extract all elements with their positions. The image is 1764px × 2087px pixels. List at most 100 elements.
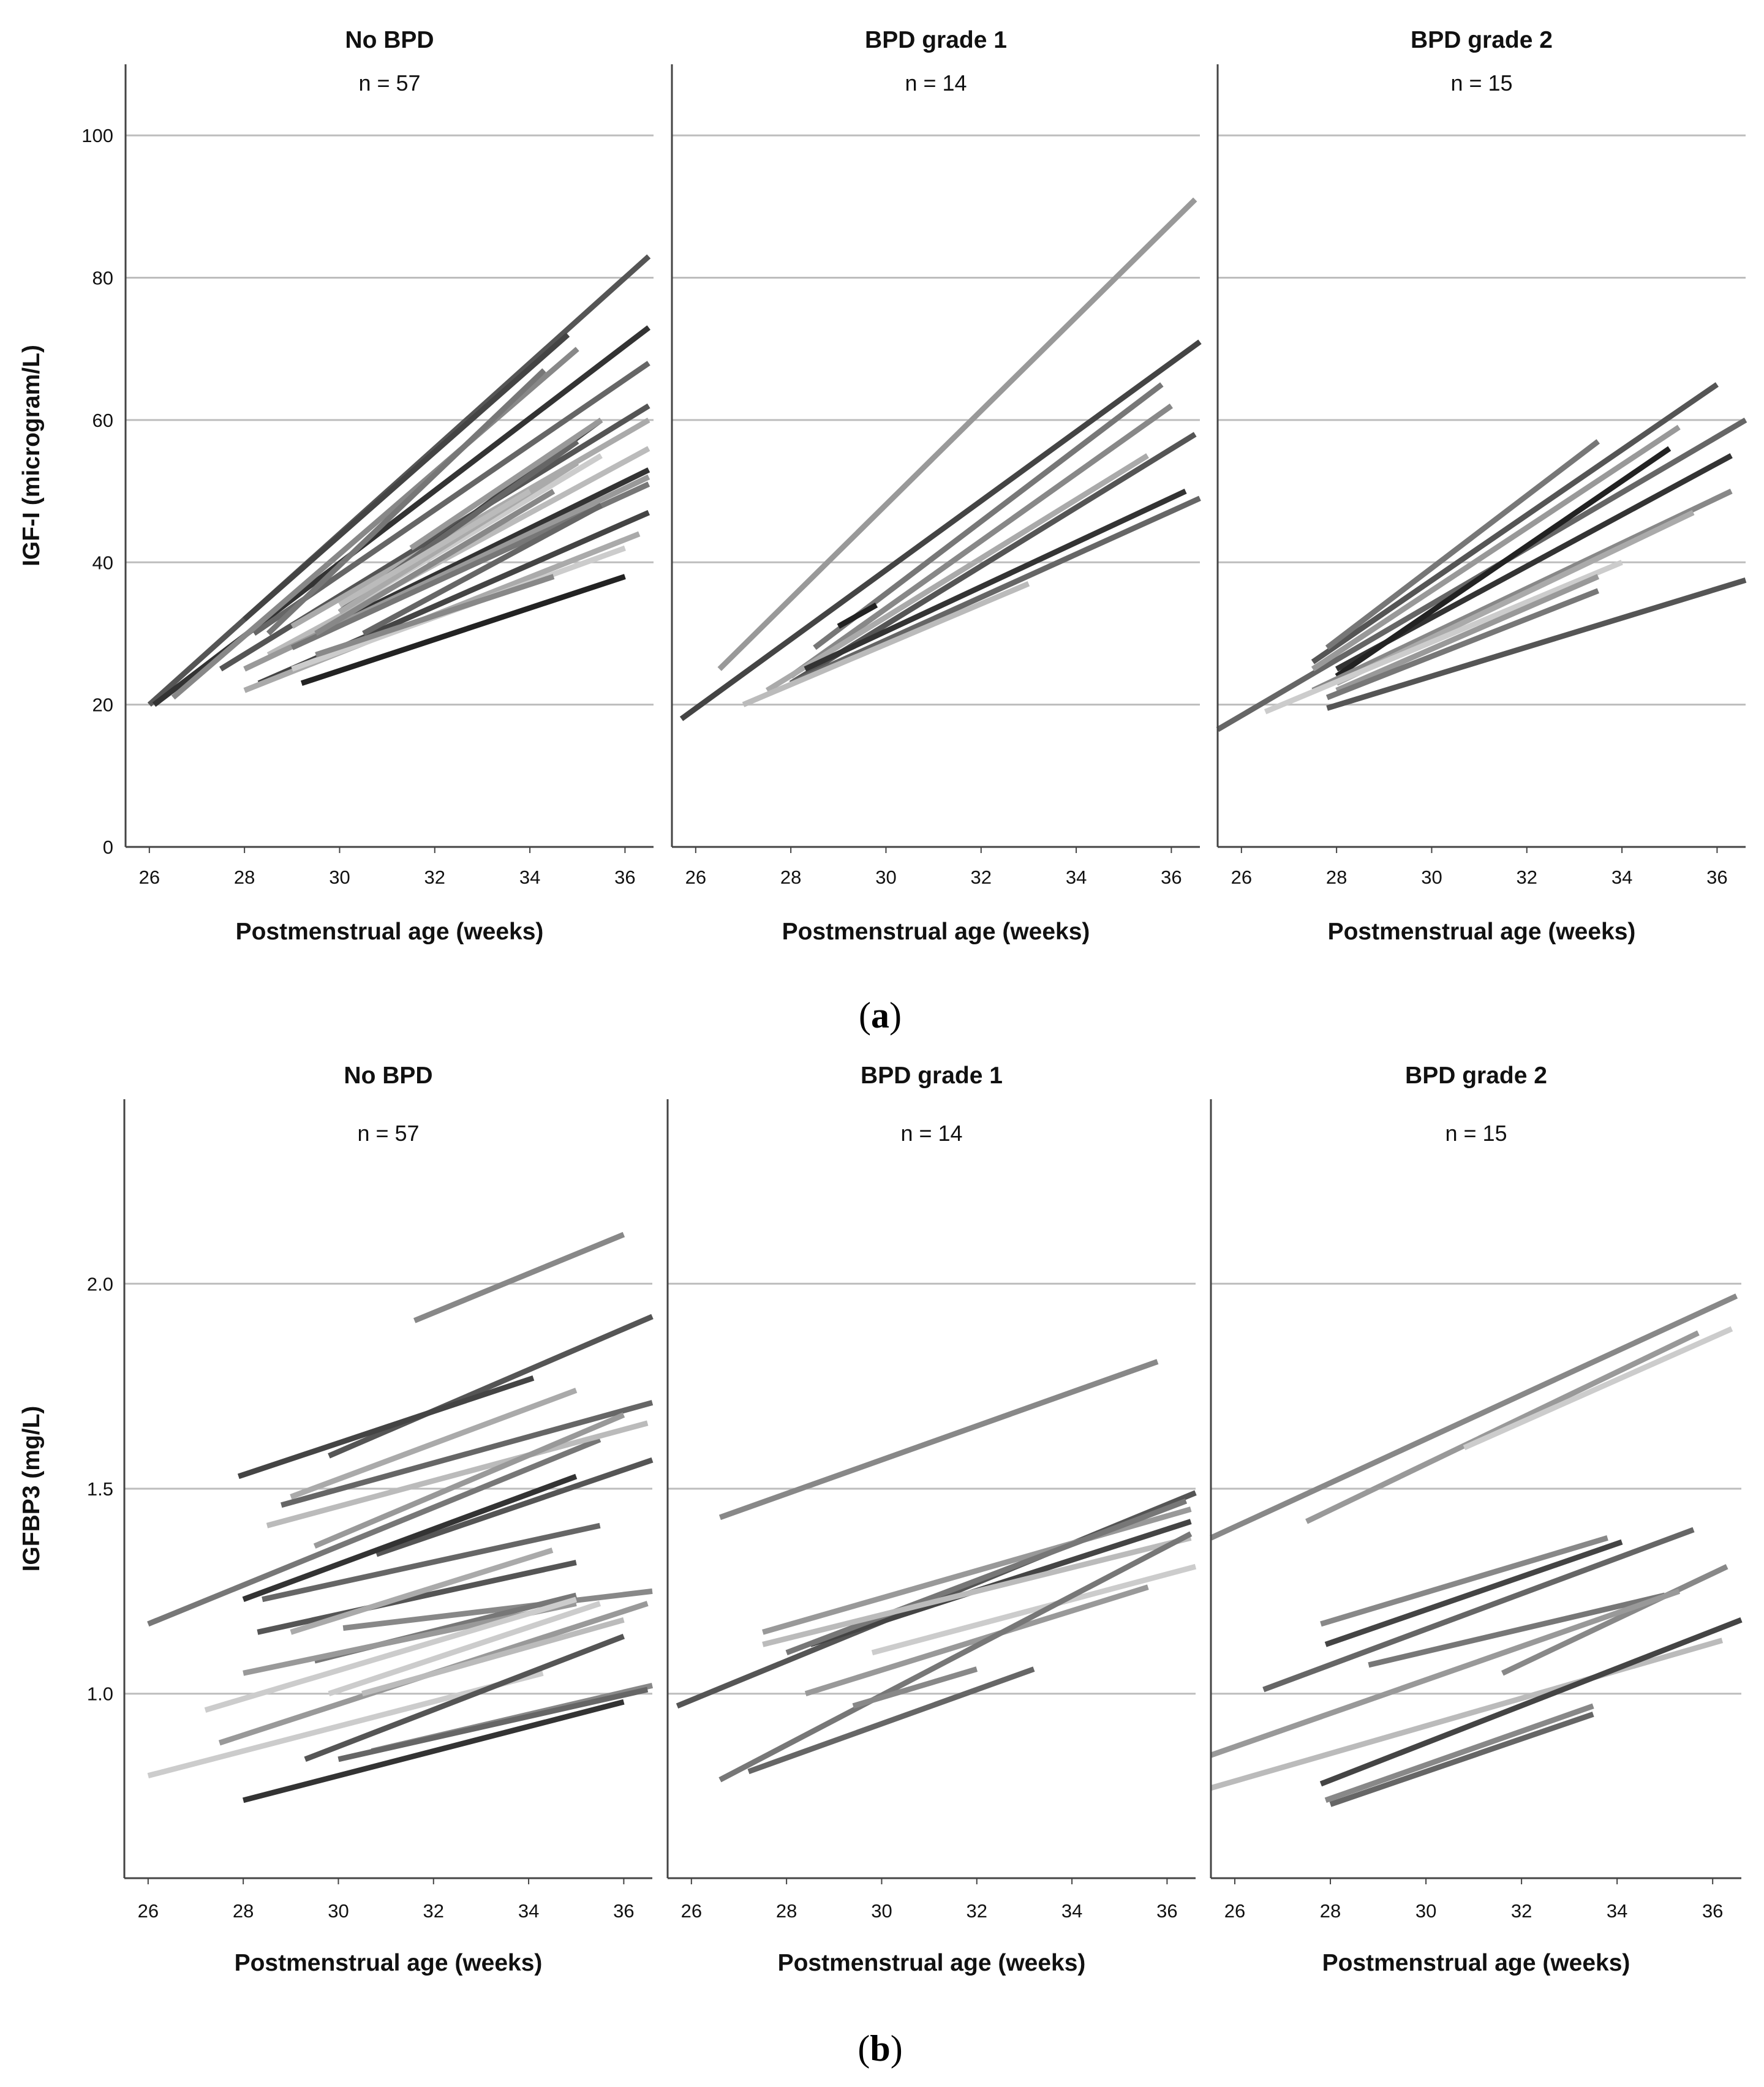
series-line (281, 1400, 654, 1508)
y-tick-label: 1.5 (87, 1478, 113, 1500)
panel-1: 26 28 30 32 34 36 No BPD n = 57 Postmenstrual ag… (124, 27, 654, 945)
chart-a-igf1: IGF-I (microgram/L) 0 20 40 60 80 100 26 28 30 32 3… (18, 27, 1747, 945)
caption-a: (a) (859, 995, 902, 1036)
series-line (1210, 1638, 1724, 1791)
series-line (871, 1563, 1197, 1656)
series-line (1335, 446, 1672, 679)
x-tick-label: 34 (1607, 1900, 1627, 1922)
series-line (1311, 424, 1681, 672)
x-tick-label: 34 (518, 1900, 539, 1922)
series-line (785, 1498, 1188, 1655)
x-tick-label: 36 (614, 867, 635, 888)
x-tick-label: 26 (1231, 867, 1252, 888)
series-line (1326, 577, 1747, 711)
x-tick-label: 34 (1066, 867, 1087, 888)
series-line (147, 1437, 601, 1627)
panel-2: 26 28 30 32 34 36 BPD grade 1 n = 14 Postmenstru… (671, 27, 1202, 945)
panel-3: 26 28 30 32 34 36 BPD grade 2 n = 15 Postmenstru… (1210, 1062, 1743, 1976)
series-line (290, 1388, 578, 1500)
x-tick-label: 36 (1156, 1900, 1177, 1922)
x-tick-label: 32 (423, 1900, 444, 1922)
series-line (204, 1596, 578, 1713)
panel-n-label: n = 14 (900, 1121, 962, 1146)
x-tick-label: 26 (681, 1900, 702, 1922)
panel-n-label: n = 14 (905, 70, 967, 96)
x-axis-label: Postmenstrual age (weeks) (1328, 919, 1636, 945)
series-line (361, 1617, 625, 1697)
panel-title: BPD grade 1 (861, 1062, 1003, 1089)
x-tick-label: 26 (685, 867, 706, 888)
series-line (375, 1457, 654, 1557)
series-line (413, 1232, 625, 1323)
series-line (852, 1666, 978, 1709)
x-tick-label: 30 (328, 1900, 349, 1922)
series-line (837, 603, 878, 629)
x-tick-label: 30 (871, 1900, 892, 1922)
series-line (304, 1633, 625, 1762)
series-line (338, 460, 579, 615)
x-tick-label: 36 (613, 1900, 634, 1922)
x-tick-label: 34 (1611, 867, 1632, 888)
x-tick-label: 28 (776, 1900, 797, 1922)
x-tick-label: 30 (1421, 867, 1442, 888)
x-tick-label: 36 (1161, 867, 1182, 888)
y-tick-label: 0 (103, 837, 113, 858)
series-line (266, 368, 546, 636)
panel-title: BPD grade 2 (1405, 1062, 1547, 1089)
series-line (385, 439, 579, 579)
x-axis-label: Postmenstrual age (weeks) (1322, 1950, 1630, 1976)
x-axis-label: Postmenstrual age (weeks) (778, 1950, 1086, 1976)
series-line (1305, 1330, 1700, 1524)
x-tick-label: 32 (1511, 1900, 1532, 1922)
series-line (742, 581, 1030, 707)
series-line (362, 503, 603, 636)
x-tick-label: 30 (875, 867, 896, 888)
panel-title: No BPD (345, 27, 434, 53)
y-tick-label: 2.0 (87, 1273, 113, 1295)
y-tick-label: 100 (81, 125, 113, 146)
caption-b: (b) (858, 2028, 902, 2069)
panel-n-label: n = 15 (1445, 1121, 1507, 1146)
series-line (1320, 1535, 1608, 1627)
series-line (1325, 439, 1600, 650)
x-tick-label: 30 (329, 867, 350, 888)
series-line (762, 1535, 1192, 1647)
series-line (266, 446, 650, 658)
caption-a-letter: a (871, 995, 889, 1036)
series-line (813, 382, 1164, 650)
series-line (409, 418, 603, 551)
series-line (1311, 382, 1719, 664)
series-line (1262, 1527, 1695, 1693)
series-line (789, 404, 1174, 679)
x-tick-label: 26 (1224, 1900, 1245, 1922)
series-line (718, 1531, 1193, 1783)
x-tick-label: 34 (519, 867, 540, 888)
x-tick-label: 32 (971, 867, 992, 888)
series-line (747, 1666, 1035, 1775)
series-line (237, 1375, 535, 1480)
panel-n-label: n = 57 (357, 1121, 419, 1146)
panel-1: 26 28 30 32 34 36 No BPD n = 57 Postmenstrual ag… (123, 1062, 654, 1976)
series-line (262, 1522, 601, 1603)
caption-b-letter: b (870, 2028, 890, 2069)
series-line (1329, 1711, 1594, 1807)
x-tick-label: 36 (1702, 1900, 1723, 1922)
panel-title: BPD grade 2 (1411, 27, 1553, 53)
panel-2: 26 28 30 32 34 36 BPD grade 1 n = 14 Postmenstru… (666, 1062, 1197, 1976)
x-axis-label: Postmenstrual age (weeks) (782, 919, 1090, 945)
series-line (1335, 574, 1600, 693)
y-tick-label: 80 (92, 268, 113, 289)
series-line (338, 489, 532, 607)
x-tick-label: 28 (1326, 867, 1347, 888)
x-tick-label: 26 (139, 867, 160, 888)
y-tick-label: 1.0 (87, 1683, 113, 1705)
series-line (1210, 1589, 1681, 1758)
series-line (1463, 1326, 1733, 1451)
series-line (328, 1314, 654, 1459)
series-line (243, 333, 570, 622)
series-line (1368, 1592, 1666, 1668)
series-line (790, 495, 1201, 686)
series-line (1311, 489, 1733, 693)
series-line (1264, 560, 1623, 715)
